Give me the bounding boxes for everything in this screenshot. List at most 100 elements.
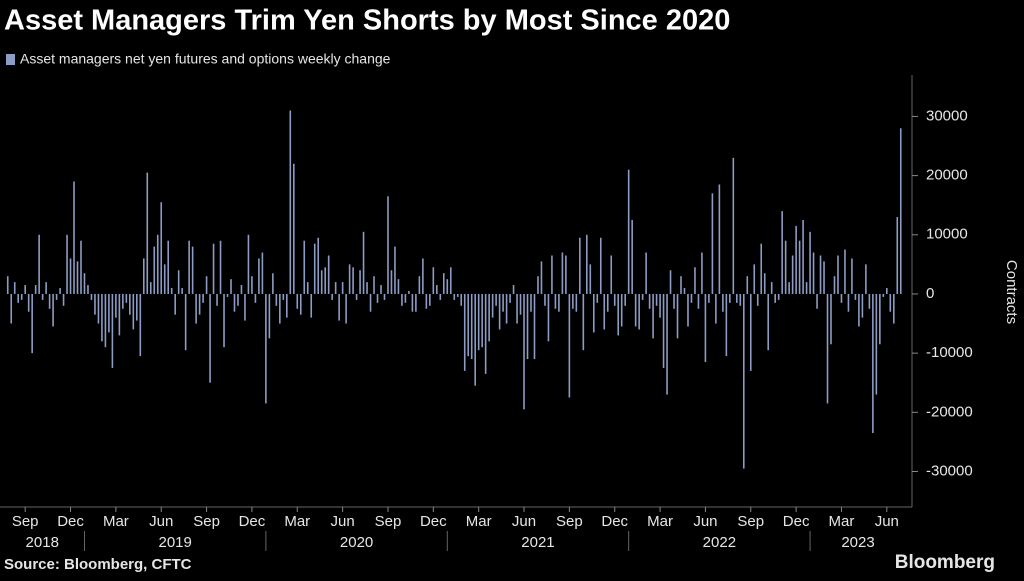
bar <box>872 293 874 434</box>
bar <box>453 293 456 300</box>
bar <box>523 293 525 410</box>
bar <box>736 293 738 303</box>
bar <box>167 240 170 294</box>
bar <box>606 293 609 312</box>
bar <box>544 293 546 306</box>
year-label: 2020 <box>340 534 373 551</box>
y-tick-label: -30000 <box>926 462 973 479</box>
y-tick-label: -20000 <box>926 403 973 420</box>
bar <box>265 293 267 404</box>
bar <box>819 255 822 294</box>
bar <box>317 237 320 294</box>
bar <box>704 293 707 363</box>
bar <box>837 255 839 294</box>
bar <box>136 293 138 321</box>
bar <box>879 293 881 345</box>
bar <box>97 293 100 324</box>
bar <box>376 293 379 303</box>
bar <box>432 267 435 294</box>
bar <box>648 293 651 309</box>
bar <box>282 293 285 300</box>
bar <box>456 293 459 297</box>
bar <box>52 293 54 327</box>
bar <box>586 234 588 294</box>
bar <box>624 293 626 306</box>
bar <box>87 285 89 294</box>
bar <box>687 293 689 327</box>
bar <box>122 293 124 309</box>
x-tick-label: Jun <box>149 513 173 530</box>
bar <box>237 293 239 306</box>
bar <box>195 293 197 324</box>
bar <box>481 293 483 348</box>
bar <box>631 219 633 294</box>
bar <box>101 293 103 342</box>
bar <box>770 282 773 294</box>
bar <box>823 261 825 294</box>
y-tick-label: -10000 <box>926 344 973 361</box>
x-tick-label: Jun <box>875 513 899 530</box>
x-tick-label: Dec <box>57 513 84 530</box>
bar <box>488 293 490 342</box>
bar <box>889 293 892 312</box>
bar <box>205 276 208 294</box>
bar <box>795 225 797 294</box>
bar <box>847 293 850 312</box>
bar <box>634 293 637 327</box>
x-tick-label: Mar <box>284 513 310 530</box>
bar <box>306 282 309 294</box>
bar <box>861 293 864 318</box>
bar <box>27 293 30 312</box>
bar <box>690 293 693 303</box>
bar <box>401 293 403 306</box>
bar <box>352 267 354 294</box>
bar <box>303 240 306 294</box>
bar <box>854 293 857 300</box>
bar <box>610 255 613 294</box>
bar <box>348 264 351 294</box>
bar <box>802 219 804 294</box>
bar <box>463 293 466 371</box>
y-tick-label: 0 <box>926 285 934 302</box>
bar <box>558 293 560 312</box>
bar <box>673 293 675 309</box>
y-tick-label: 10000 <box>926 226 968 243</box>
bar <box>599 237 602 294</box>
bar <box>226 293 229 297</box>
bar <box>80 240 82 294</box>
bar <box>34 285 37 294</box>
bar <box>474 293 476 386</box>
bar <box>858 293 860 327</box>
x-tick-label: Dec <box>783 513 810 530</box>
bar <box>805 282 808 294</box>
bar <box>763 273 766 294</box>
bar <box>868 293 871 309</box>
brand: Bloomberg <box>895 552 995 573</box>
bar <box>844 249 846 294</box>
bar <box>742 293 745 469</box>
bar <box>366 282 368 294</box>
bar <box>299 293 302 315</box>
bar <box>781 211 783 294</box>
bar <box>812 252 815 294</box>
bar <box>652 293 654 339</box>
bar <box>104 293 107 348</box>
bar <box>715 293 717 324</box>
bar <box>725 293 728 357</box>
bar <box>875 293 878 395</box>
legend-swatch <box>6 54 15 65</box>
bar <box>701 252 703 294</box>
bar <box>355 293 358 300</box>
bar <box>387 196 389 294</box>
x-tick-label: Mar <box>466 513 492 530</box>
bar <box>565 255 567 294</box>
bar <box>146 172 149 294</box>
bar <box>38 234 40 294</box>
bar <box>149 282 152 294</box>
bar <box>188 240 190 294</box>
bar <box>470 293 473 360</box>
x-tick-label: Jun <box>512 513 536 530</box>
bar <box>272 273 274 294</box>
y-axis-label: Contracts <box>1003 260 1020 324</box>
bar <box>129 293 131 315</box>
